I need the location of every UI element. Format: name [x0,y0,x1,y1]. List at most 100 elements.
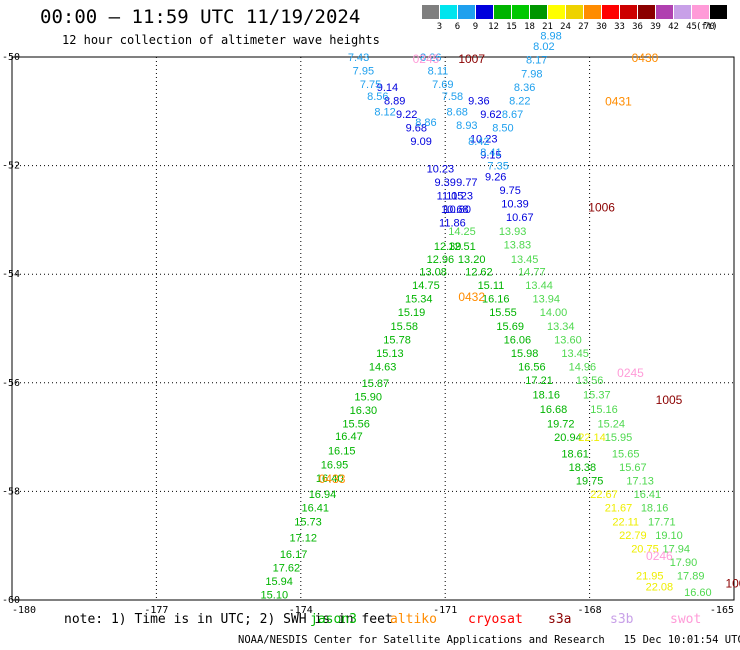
wave-height-value: 18.16 [533,390,561,402]
y-tick-label: -60 [2,595,20,606]
x-tick-label: -171 [433,605,457,616]
legend-label: 39 [650,22,661,32]
wave-height-value: 20.94 [554,432,582,444]
wave-height-value: 14.25 [448,226,476,238]
legend-swatch [548,5,565,19]
legend-label: 21 [542,22,553,32]
wave-height-value: 13.20 [458,254,486,266]
wave-height-value: 15.10 [261,590,289,602]
pass-time-label: 0433 [319,472,346,486]
wave-height-value: 15.94 [265,576,293,588]
wave-height-value: 10.68 [441,204,469,216]
wave-height-value: 7.98 [521,68,542,80]
wave-height-value: 8.56 [367,91,388,103]
legend-swatch [674,5,691,19]
wave-height-value: 18.38 [569,462,597,474]
wave-height-value: 16.60 [684,587,712,599]
wave-height-value: 8.02 [533,41,554,53]
wave-height-value: 8.36 [514,82,535,94]
wave-height-value: 15.55 [489,307,517,319]
satellite-label: altiko [390,612,437,627]
wave-height-value: 13.45 [511,254,539,266]
wave-height-value: 16.94 [309,489,337,501]
wave-height-value: 15.67 [619,462,647,474]
wave-height-value: 8.41 [480,147,501,159]
legend-swatch [638,5,655,19]
wave-height-value: 17.71 [648,516,676,528]
wave-height-value: 7.75 [360,79,381,91]
wave-height-value: 8.22 [509,95,530,107]
wave-height-value: 14.96 [569,362,597,374]
wave-height-value: 9.39 [434,177,455,189]
wave-height-value: 12.62 [465,266,493,278]
legend-label: 6 [454,22,461,32]
legend-swatch [566,5,583,19]
wave-height-value: 11.05 [437,190,464,202]
wave-height-value: 11.86 [439,218,466,230]
legend-label: 42 [668,22,679,32]
wave-height-value: 19.75 [576,476,604,488]
wave-height-value: 16.47 [335,431,363,443]
x-tick-label: -174 [289,605,313,616]
wave-height-value: 10.23 [470,133,498,145]
pass-time-label: 0246 [646,549,673,563]
wave-height-value: 9.14 [377,82,398,94]
wave-height-value: 16.41 [301,503,329,515]
legend-swatch [530,5,547,19]
wave-height-value: 13.94 [533,294,561,306]
wave-height-value: 8.12 [374,106,395,118]
wave-height-value: 13.45 [561,348,589,360]
legend-swatch [440,5,457,19]
wave-height-value: 8.93 [456,120,477,132]
legend-swatch [656,5,673,19]
x-tick-label: -165 [710,605,734,616]
wave-height-value: 15.87 [362,378,390,390]
wave-height-value: 11.23 [446,190,473,202]
wave-height-value: 13.44 [525,280,553,292]
wave-height-value: 17.12 [289,533,317,545]
satellite-label: s3a [548,612,572,627]
wave-height-value: 15.73 [294,516,322,528]
chart-title: 00:00 — 11:59 UTC 11/19/2024 [40,6,361,28]
wave-height-value: 15.13 [376,348,404,360]
wave-height-value: 13.34 [547,321,575,333]
wave-height-value: 10.80 [443,204,471,216]
wave-height-value: 8.68 [447,106,468,118]
wave-height-value: 10.67 [506,212,534,224]
wave-height-value: 16.68 [540,404,568,416]
legend-label: 3 [436,22,443,32]
wave-height-value: 13.08 [419,266,447,278]
wave-height-value: 22.14 [578,432,606,444]
wave-height-value: 17.94 [662,543,690,555]
wave-height-value: 7.95 [353,66,374,78]
pass-time-label: 0432 [458,290,485,304]
wave-height-value: 17.89 [677,571,705,583]
wave-height-value: 13.93 [499,226,527,238]
pass-time-label: 0430 [632,51,659,65]
wave-height-value: 9.77 [456,177,477,189]
wave-height-value: 10.23 [427,163,455,175]
legend-label: 36 [632,22,643,32]
wave-height-value: 9.09 [410,136,431,148]
wave-height-value: 21.95 [636,571,664,583]
wave-height-value: 12.96 [427,254,455,266]
legend-label: 45 [686,22,697,32]
legend-label: 30 [596,22,607,32]
wave-height-value: 15.90 [354,391,382,403]
legend-swatch [602,5,619,19]
pass-time-label: 1004 [725,577,740,591]
wave-height-value: 14.63 [369,362,397,374]
satellite-label: s3b [610,612,634,627]
wave-height-value: 22.79 [619,530,647,542]
pass-time-label: 0245 [617,366,644,380]
wave-height-value: 8.86 [415,117,436,129]
wave-height-value: 16.06 [504,334,532,346]
wave-height-value: 13.60 [554,334,582,346]
wave-height-value: 8.42 [468,136,489,148]
plot-frame [11,56,735,601]
wave-height-value: 9.62 [480,109,501,121]
x-tick-label: -177 [144,605,168,616]
legend-label: 24 [560,22,571,32]
y-tick-label: -52 [2,161,20,172]
legend-swatch [620,5,637,19]
